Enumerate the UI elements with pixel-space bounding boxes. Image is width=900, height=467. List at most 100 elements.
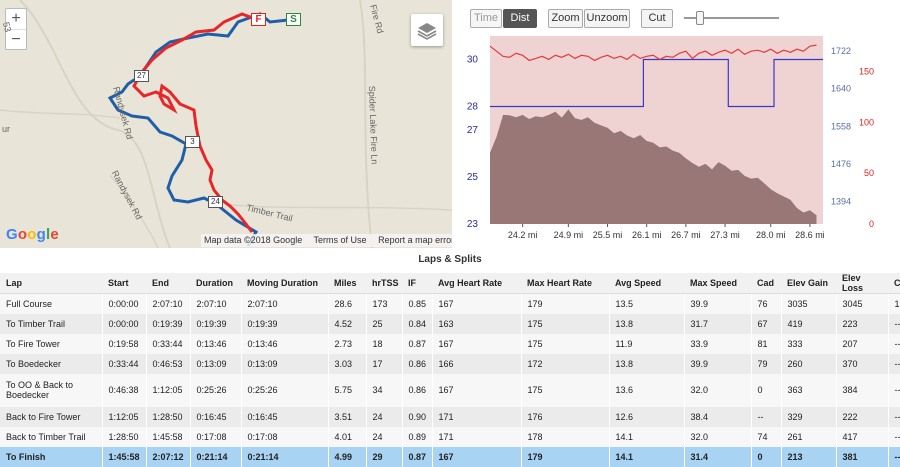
column-header[interactable]: Lap (0, 273, 102, 294)
column-header[interactable]: Duration (190, 273, 241, 294)
column-header[interactable]: Miles (328, 273, 366, 294)
unzoom-button[interactable]: Unzoom (584, 9, 630, 28)
elevation-chart[interactable]: 24.2 mi 24.9 mi 25.5 mi 26.1 mi 26.7 mi 27.3 … (452, 28, 900, 248)
table-cell: 0.87 (402, 446, 433, 467)
speed-line (490, 58, 823, 108)
map-data-text: Map data ©2018 Google (204, 235, 303, 245)
x-tick-label: 24.2 mi (508, 230, 538, 240)
table-cell: -- (751, 406, 782, 427)
zoom-out-button[interactable]: − (6, 29, 26, 49)
cut-button[interactable]: Cut (641, 9, 673, 28)
finish-flag[interactable]: F (251, 13, 266, 26)
chart-zoom-slider[interactable] (684, 11, 779, 25)
table-cell: 223 (836, 313, 889, 334)
table-cell: 2.73 (328, 333, 367, 354)
table-cell: 178 (521, 426, 610, 447)
table-cell: Full Course (0, 293, 103, 314)
table-cell: 0 (751, 446, 782, 467)
mid-axis-label: 1394 (831, 197, 851, 207)
lap-row[interactable]: To OO & Back to Boedecker 0:46:38 1:12:05 0… (0, 373, 900, 407)
table-cell: 179 (521, 446, 610, 467)
column-header[interactable]: Elev Loss (836, 273, 888, 294)
table-cell: 38.4 (684, 406, 752, 427)
lap-row[interactable]: Full Course 0:00:00 2:07:10 2:07:10 2:07:10 2… (0, 293, 900, 314)
table-cell: 0.89 (402, 426, 433, 447)
route-map[interactable]: + − F S 27 3 24 Randysek Rd Spider Lake … (0, 0, 452, 248)
table-cell: 167 (432, 446, 522, 467)
table-cell: 1583 (888, 293, 900, 314)
table-cell: 0:46:38 (102, 373, 147, 407)
table-cell: 32.0 (684, 373, 752, 407)
table-cell: 0:19:39 (190, 313, 242, 334)
map-canvas[interactable] (0, 0, 452, 248)
table-cell: -- (888, 373, 900, 407)
table-cell: 1:28:50 (102, 426, 147, 447)
column-header[interactable]: Start (102, 273, 146, 294)
column-header[interactable]: Elev Gain (781, 273, 836, 294)
laps-table: Lap Start End Duration Moving Duration Miles h… (0, 273, 900, 467)
table-cell: To OO & Back to Boedecker (0, 373, 103, 407)
table-cell: 222 (836, 406, 889, 427)
right-axis-label: 0 (869, 219, 874, 229)
start-flag[interactable]: S (286, 13, 301, 26)
table-cell: 0:00:00 (102, 293, 147, 314)
column-header[interactable]: Max Heart Rate (521, 273, 609, 294)
table-cell: -- (888, 446, 900, 467)
time-toggle-button[interactable]: Time (470, 9, 502, 28)
column-header[interactable]: Calories (888, 273, 900, 294)
table-cell: -- (888, 313, 900, 334)
table-cell: 0:19:39 (146, 313, 191, 334)
table-cell: 0 (751, 373, 782, 407)
table-cell: 207 (836, 333, 889, 354)
table-cell: 3035 (781, 293, 837, 314)
lap-row[interactable]: To Timber Trail 0:00:00 0:19:39 0:19:39 0:19… (0, 313, 900, 334)
zoom-in-button[interactable]: + (11, 10, 21, 27)
table-cell: 417 (836, 426, 889, 447)
column-header[interactable]: Moving Duration (241, 273, 328, 294)
table-cell: 32.0 (684, 426, 752, 447)
table-cell: 0.84 (402, 313, 433, 334)
column-header[interactable]: IF (402, 273, 432, 294)
left-axis-label: 23 (467, 219, 479, 230)
column-header[interactable]: Avg Heart Rate (432, 273, 521, 294)
lap-marker[interactable]: 24 (208, 196, 223, 208)
terms-link[interactable]: Terms of Use (313, 235, 367, 245)
table-cell: 0:21:14 (241, 446, 329, 467)
column-header[interactable]: hrTSS (366, 273, 402, 294)
lap-row[interactable]: Back to Timber Trail 1:28:50 1:45:58 0:17:0… (0, 426, 900, 447)
table-cell: 13.5 (609, 293, 685, 314)
column-header[interactable]: Cad (751, 273, 781, 294)
zoom-button[interactable]: Zoom (548, 9, 583, 28)
table-cell: 179 (521, 293, 610, 314)
table-cell: 0:00:00 (102, 313, 147, 334)
table-cell: 1:45:58 (102, 446, 147, 467)
lap-marker[interactable]: 3 (185, 136, 200, 148)
table-cell: 24 (366, 426, 403, 447)
table-cell: 1:28:50 (146, 406, 191, 427)
mid-axis-label: 1558 (831, 121, 851, 131)
table-cell: 2:07:10 (146, 293, 191, 314)
table-cell: 13.6 (609, 373, 685, 407)
table-cell: -- (888, 353, 900, 374)
lap-row[interactable]: Back to Fire Tower 1:12:05 1:28:50 0:16:45 0… (0, 406, 900, 427)
slider-thumb[interactable] (696, 11, 704, 25)
table-cell: To Fire Tower (0, 333, 103, 354)
table-cell: 176 (521, 406, 610, 427)
dist-toggle-button[interactable]: Dist (503, 9, 537, 28)
table-cell: 175 (521, 313, 610, 334)
layers-button[interactable] (411, 14, 443, 46)
table-cell: 34 (366, 373, 403, 407)
report-error-link[interactable]: Report a map error (378, 235, 452, 245)
lap-row[interactable]: To Fire Tower 0:19:58 0:33:44 0:13:46 0:13:4… (0, 333, 900, 354)
map-attribution: Map data ©2018 Google Terms of Use Repor… (201, 234, 452, 247)
lap-row[interactable]: To Finish 1:45:58 2:07:12 0:21:14 0:21:14 4.9… (0, 446, 900, 467)
column-header[interactable]: Max Speed (684, 273, 751, 294)
table-cell: 3045 (836, 293, 889, 314)
column-header[interactable]: Avg Speed (609, 273, 684, 294)
column-header[interactable]: End (146, 273, 190, 294)
lap-row[interactable]: To Boedecker 0:33:44 0:46:53 0:13:09 0:13:09… (0, 353, 900, 374)
table-cell: 24 (366, 406, 403, 427)
table-cell: 163 (432, 313, 522, 334)
lap-marker[interactable]: 27 (134, 70, 149, 82)
elevation-area (490, 109, 817, 224)
